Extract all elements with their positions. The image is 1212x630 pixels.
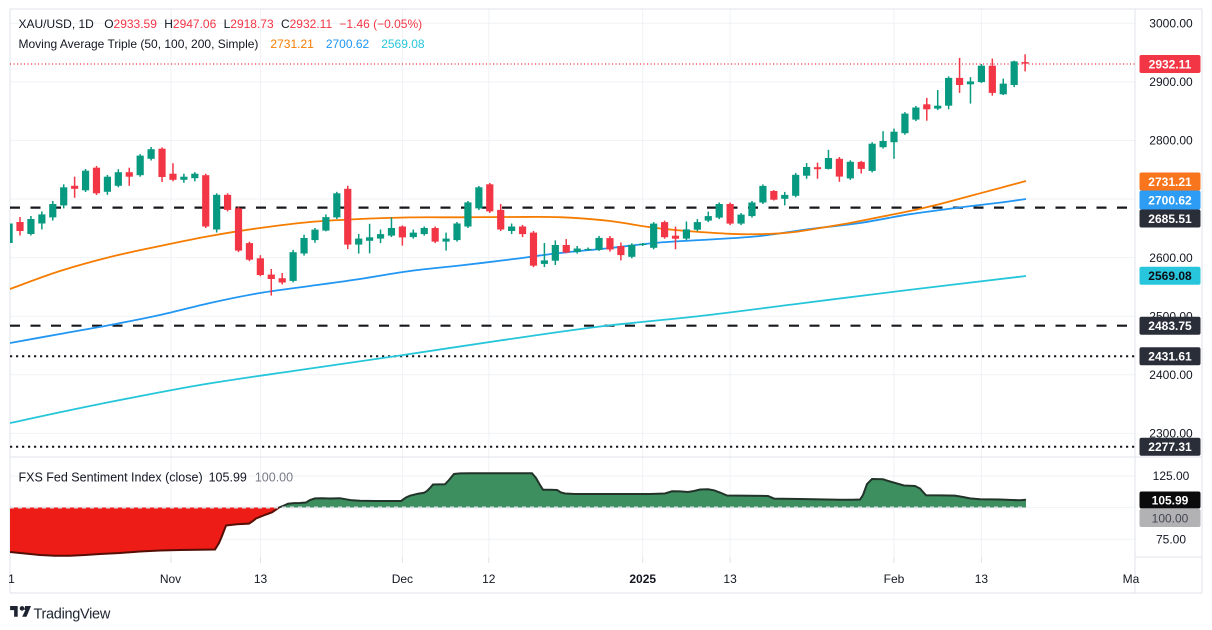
- svg-text:2277.31: 2277.31: [1148, 440, 1192, 454]
- svg-text:2025: 2025: [629, 572, 656, 586]
- svg-text:100.00: 100.00: [1152, 511, 1189, 525]
- svg-text:2900.00: 2900.00: [1149, 75, 1193, 89]
- svg-text:2932.11: 2932.11: [1149, 57, 1192, 71]
- svg-text:13: 13: [254, 572, 268, 586]
- svg-text:1: 1: [8, 572, 15, 586]
- svg-text:2685.51: 2685.51: [1148, 212, 1192, 226]
- svg-text:12: 12: [482, 572, 496, 586]
- svg-text:3000.00: 3000.00: [1149, 17, 1193, 31]
- svg-text:Nov: Nov: [160, 572, 181, 586]
- svg-text:2600.00: 2600.00: [1149, 251, 1193, 265]
- svg-text:TradingView: TradingView: [34, 606, 111, 622]
- svg-text:Moving Average Triple (50, 100: Moving Average Triple (50, 100, 200, Sim…: [19, 37, 425, 51]
- svg-text:Dec: Dec: [392, 572, 413, 586]
- svg-text:2400.00: 2400.00: [1149, 368, 1193, 382]
- svg-text:2731.21: 2731.21: [1148, 175, 1192, 189]
- svg-text:2300.00: 2300.00: [1149, 427, 1193, 441]
- svg-text:105.99: 105.99: [1152, 493, 1189, 507]
- svg-text:13: 13: [975, 572, 989, 586]
- svg-text:125.00: 125.00: [1153, 469, 1190, 483]
- svg-text:2800.00: 2800.00: [1149, 134, 1193, 148]
- svg-text:13: 13: [723, 572, 737, 586]
- svg-text:FXS Fed Sentiment Index (close: FXS Fed Sentiment Index (close) 105.99 100…: [19, 470, 294, 484]
- svg-text:Ma: Ma: [1123, 572, 1140, 586]
- svg-text:2431.61: 2431.61: [1148, 350, 1192, 364]
- svg-text:Feb: Feb: [884, 572, 905, 586]
- svg-text:2700.62: 2700.62: [1148, 193, 1192, 207]
- svg-text:2483.75: 2483.75: [1148, 319, 1192, 333]
- svg-text:2569.08: 2569.08: [1148, 269, 1192, 283]
- svg-text:75.00: 75.00: [1156, 532, 1186, 546]
